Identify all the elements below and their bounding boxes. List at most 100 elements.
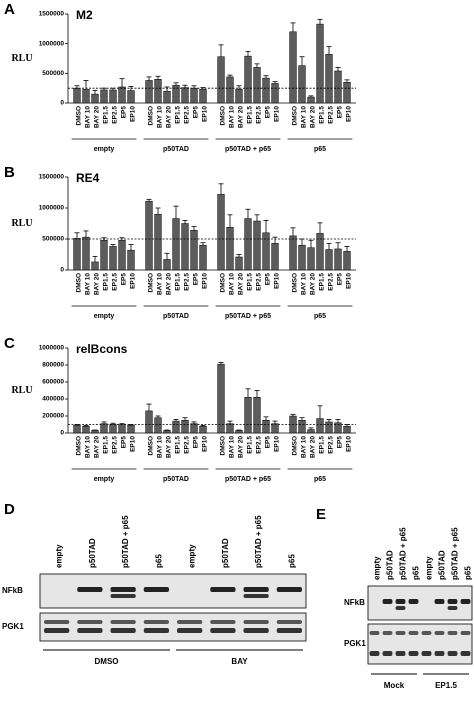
bar (343, 81, 351, 104)
x-tick-label: DMSO (220, 273, 227, 293)
lane-label: p50TAD + p65 (451, 527, 460, 580)
bar (163, 259, 171, 271)
bar (127, 425, 135, 434)
blot-band (460, 631, 471, 635)
x-tick-label: DMSO (292, 106, 299, 126)
group-label: p50TAD + p65 (225, 476, 271, 483)
x-tick-label: EP10 (346, 106, 353, 122)
blot-band (369, 651, 380, 656)
x-tick-label: EP1.5 (103, 436, 110, 454)
blot-band (382, 651, 393, 656)
x-tick-label: EP5 (121, 436, 128, 449)
x-tick-label: BAY 20 (310, 273, 317, 295)
x-tick-label: EP10 (202, 106, 209, 122)
bar (82, 89, 90, 104)
bar (109, 89, 117, 104)
bar (307, 96, 315, 104)
bar (343, 251, 351, 271)
y-tick-label: 400000 (42, 396, 64, 403)
group-label: p50TAD (163, 476, 189, 483)
x-tick-label: DMSO (220, 436, 227, 456)
bar (253, 220, 261, 271)
panel-letter: A (4, 1, 15, 18)
blot-band (210, 587, 236, 592)
lane-label: p50TAD (221, 538, 230, 568)
x-tick-label: BAY 20 (94, 273, 101, 295)
blot-background (39, 612, 307, 642)
x-tick-label: EP5 (265, 273, 272, 286)
bar (172, 218, 180, 271)
blot-band (276, 628, 303, 633)
lane-label: p50TAD (438, 550, 447, 580)
x-tick-label: BAY 20 (94, 106, 101, 128)
group-label: p65 (314, 146, 326, 153)
x-tick-label: BAY 20 (166, 273, 173, 295)
bar (343, 425, 351, 434)
bar (181, 87, 189, 104)
panel-letter: B (4, 164, 15, 181)
bar (154, 213, 162, 271)
group-label: Mock (384, 681, 405, 690)
bar (253, 397, 261, 434)
x-tick-label: EP1.5 (175, 436, 182, 454)
y-tick-label: 800000 (42, 362, 64, 369)
x-tick-label: EP2.5 (184, 436, 191, 454)
group-label: p50TAD + p65 (225, 146, 271, 153)
y-tick-label: 1000000 (39, 40, 65, 47)
lane-label: empty (425, 556, 434, 580)
x-tick-label: EP1.5 (247, 436, 254, 454)
blot-band (434, 631, 445, 635)
x-tick-label: EP1.5 (247, 106, 254, 124)
bar (100, 89, 108, 104)
row-label: PGK1 (344, 639, 366, 648)
lane-label: p65 (412, 566, 421, 580)
bar (334, 422, 342, 434)
lane-label: empty (188, 544, 197, 568)
x-tick-label: BAY 10 (301, 436, 308, 458)
bar (226, 226, 234, 271)
y-tick-label: 1000000 (39, 205, 65, 212)
blot-band (276, 587, 303, 592)
x-tick-label: BAY 10 (301, 106, 308, 128)
y-tick-label: 1000000 (39, 345, 65, 352)
bar (271, 243, 279, 271)
x-tick-label: EP2.5 (112, 273, 119, 291)
blot-band (110, 620, 136, 624)
bar (199, 244, 207, 271)
x-tick-label: EP2.5 (184, 273, 191, 291)
blot-band (77, 620, 103, 624)
x-tick-label: EP10 (202, 436, 209, 452)
blot-band (143, 620, 170, 624)
bar (298, 244, 306, 271)
blot-band (382, 631, 393, 635)
bar (91, 93, 99, 104)
x-tick-label: BAY 20 (238, 436, 245, 458)
group-label: p50TAD (163, 313, 189, 320)
blot-background (367, 623, 473, 665)
x-tick-label: BAY 20 (238, 106, 245, 128)
x-tick-label: EP5 (337, 436, 344, 449)
bar (181, 420, 189, 434)
blot-band (447, 631, 458, 635)
bar (217, 363, 225, 434)
x-tick-label: BAY 10 (229, 106, 236, 128)
group-label: p65 (314, 313, 326, 320)
group-label: empty (94, 146, 115, 153)
lane-label: p50TAD (386, 550, 395, 580)
x-tick-label: EP10 (130, 106, 137, 122)
x-tick-label: EP5 (193, 436, 200, 449)
y-tick-label: 200000 (42, 413, 64, 420)
bar (235, 256, 243, 271)
blot-band (276, 620, 303, 624)
bar (316, 233, 324, 271)
bar (235, 89, 243, 104)
x-tick-label: EP2.5 (184, 106, 191, 124)
lane-label: empty (55, 544, 64, 568)
y-tick-label: 0 (60, 267, 64, 274)
x-tick-label: EP2.5 (328, 106, 335, 124)
bar (316, 418, 324, 434)
y-axis-label: RLU (11, 218, 32, 229)
blot-band (369, 631, 380, 635)
bar (253, 67, 261, 104)
x-tick-label: EP5 (121, 106, 128, 119)
